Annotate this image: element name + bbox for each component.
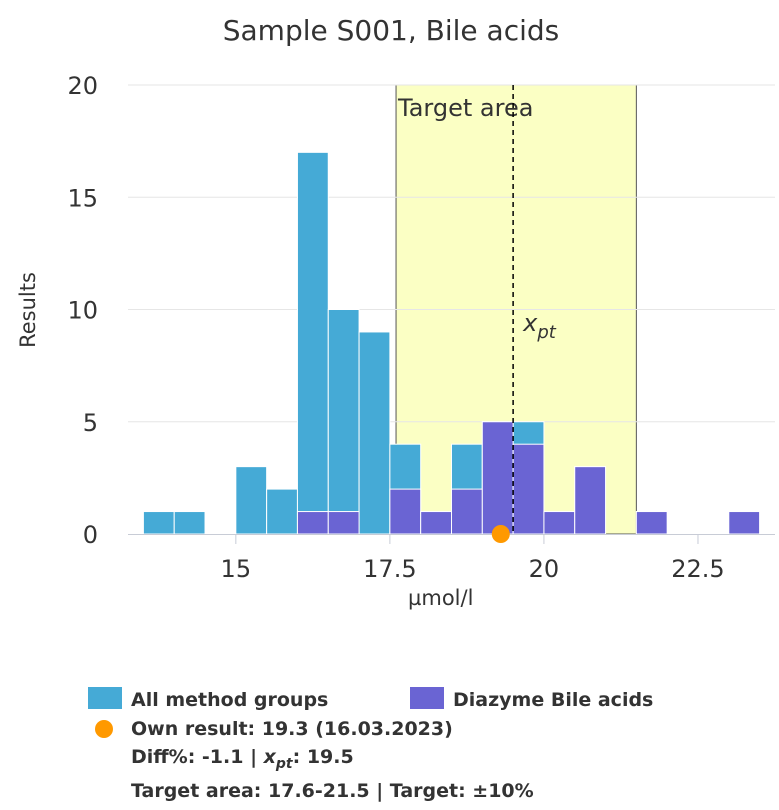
legend-target-line: Target area: 17.6-21.5 | Target: ±10% xyxy=(131,780,534,802)
legend-diazyme: Diazyme Bile acids xyxy=(453,689,653,711)
bar-diazyme-bile-acids xyxy=(420,511,453,535)
legend-swatch-diazyme xyxy=(410,687,444,709)
x-axis-ticks: 15 17.5 20 22.5 xyxy=(221,534,725,583)
y-tick-label: 15 xyxy=(67,184,98,212)
bar-all-method-groups xyxy=(358,331,391,535)
target-area-label: Target area xyxy=(397,94,533,122)
x-axis-label: µmol/l xyxy=(408,586,473,610)
gridlines xyxy=(128,84,775,423)
bar-all-method-groups xyxy=(327,309,360,535)
bar-all-method-groups xyxy=(235,466,268,535)
bar-diazyme-bile-acids xyxy=(543,511,576,535)
legend-own-result-icon xyxy=(95,720,113,738)
legend-own-result: Own result: 19.3 (16.03.2023) xyxy=(131,718,453,740)
y-tick-label: 5 xyxy=(83,409,98,437)
chart-title: Sample S001, Bile acids xyxy=(223,14,560,47)
legend-diff-xpt: Diff%: -1.1 | xpt: 19.5 xyxy=(131,746,354,772)
x-tick-label: 22.5 xyxy=(671,555,724,583)
bar-diazyme-bile-acids xyxy=(481,421,514,535)
bar-all-method-groups xyxy=(142,511,175,535)
bar-diazyme-bile-acids xyxy=(728,511,761,535)
y-axis-ticks: 0 5 10 15 20 xyxy=(67,72,98,549)
x-tick-label: 17.5 xyxy=(363,555,416,583)
bar-diazyme-bile-acids xyxy=(512,443,545,535)
bar-all-method-groups xyxy=(173,511,206,535)
bar-diazyme-bile-acids xyxy=(296,511,329,535)
diazyme-bars xyxy=(296,421,761,535)
legend: All method groups Diazyme Bile acids Own… xyxy=(88,687,653,802)
y-tick-label: 10 xyxy=(67,297,98,325)
xpt-label: xpt xyxy=(522,309,557,343)
y-axis-label: Results xyxy=(16,272,40,348)
own-result-marker xyxy=(491,525,510,543)
y-tick-label: 20 xyxy=(67,72,98,100)
legend-swatch-all-groups xyxy=(88,687,122,709)
bar-diazyme-bile-acids xyxy=(389,488,422,535)
bar-diazyme-bile-acids xyxy=(635,511,668,535)
legend-all-groups: All method groups xyxy=(131,689,328,711)
x-tick-label: 15 xyxy=(221,555,252,583)
bar-all-method-groups xyxy=(266,488,298,535)
bar-diazyme-bile-acids xyxy=(327,511,360,535)
bar-diazyme-bile-acids xyxy=(574,466,607,535)
x-tick-label: 20 xyxy=(529,555,560,583)
bar-all-method-groups xyxy=(296,151,329,535)
y-tick-label: 0 xyxy=(83,521,98,549)
bar-diazyme-bile-acids xyxy=(451,488,483,535)
